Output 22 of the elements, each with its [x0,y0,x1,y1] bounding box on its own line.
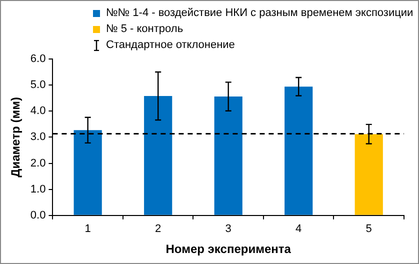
legend-label: № 5 - контроль [106,22,184,37]
bar [144,96,172,215]
y-tick-label: 0.0 [30,209,46,222]
bar [354,134,383,215]
x-tick-label: 2 [155,223,162,236]
x-tick-label: 5 [366,223,372,236]
bar [284,86,313,215]
y-tick-label: 5.0 [30,79,46,92]
y-tick-label: 3.0 [30,131,46,144]
y-tick-label: 1.0 [30,183,46,196]
x-tick-label: 1 [84,223,91,236]
y-tick-label: 4.0 [30,105,46,118]
bar [74,130,102,215]
text: Стандартное отклонение [106,38,235,53]
x-tick-label: 4 [296,223,302,236]
y-tick-label: 6.0 [30,53,46,66]
x-tick-label: 3 [225,223,232,236]
y-axis-title: Диаметр (мм) [8,97,23,178]
legend-label: №№ 1-4 - воздействие НКИ с разным временем экспозиции [106,6,414,21]
y-tick-label: 2.0 [30,157,46,170]
x-axis-title: Номер эксперимента [166,242,292,256]
bar [214,96,242,215]
